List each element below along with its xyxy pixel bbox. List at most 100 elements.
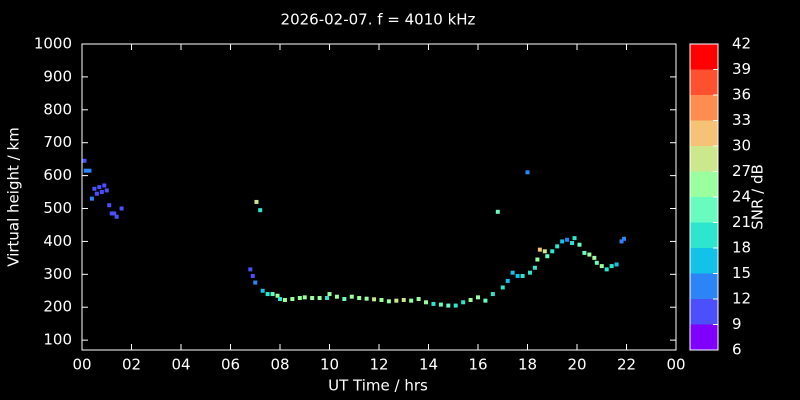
colorbar-tick-label: 18	[732, 239, 751, 257]
point	[317, 296, 322, 301]
x-tick-label: 04	[171, 356, 190, 374]
plot-frame	[81, 43, 677, 351]
point	[265, 292, 270, 297]
colorbar-tick-label: 39	[732, 60, 751, 78]
colorbar-band	[690, 95, 718, 121]
x-tick-label: 08	[270, 356, 289, 374]
colorbar-tick-label: 15	[732, 264, 751, 282]
point	[334, 294, 339, 299]
point	[386, 299, 391, 304]
point	[537, 247, 542, 252]
colorbar-band	[690, 273, 718, 299]
x-tick-label: 06	[221, 356, 240, 374]
point	[275, 293, 280, 298]
point	[560, 239, 565, 244]
colorbar-band	[690, 248, 718, 274]
x-tick-label: 16	[468, 356, 487, 374]
point	[416, 297, 421, 301]
point	[572, 236, 577, 241]
y-tick-label: 800	[43, 100, 72, 118]
point	[87, 168, 92, 173]
colorbar-tick-label: 9	[732, 315, 742, 333]
point	[461, 300, 466, 305]
point	[290, 297, 295, 301]
point	[302, 295, 307, 300]
point	[109, 211, 114, 216]
colorbar-band	[690, 222, 718, 248]
colorbar-tick-label: 27	[732, 162, 751, 180]
point	[604, 267, 609, 272]
point	[505, 278, 510, 283]
point	[565, 237, 570, 242]
point	[446, 303, 451, 308]
point	[587, 252, 592, 257]
point	[431, 301, 436, 306]
point	[619, 239, 624, 244]
colorbar-band	[690, 120, 718, 146]
point	[515, 273, 520, 278]
x-tick-label: 20	[567, 356, 586, 374]
y-tick-label: 400	[43, 232, 72, 250]
point	[327, 292, 332, 297]
colorbar-band	[690, 146, 718, 172]
colorbar-band	[690, 324, 718, 350]
point	[248, 267, 253, 272]
point	[577, 242, 582, 247]
x-tick-label: 02	[122, 356, 141, 374]
point	[500, 285, 505, 290]
point	[614, 262, 619, 267]
point	[527, 270, 532, 275]
point	[424, 300, 429, 305]
x-tick-label: 22	[617, 356, 636, 374]
y-tick-label: 500	[43, 199, 72, 217]
colorbar-band	[690, 69, 718, 95]
point	[532, 265, 537, 270]
y-tick-label: 900	[43, 67, 72, 85]
point	[510, 270, 515, 275]
colorbar-tick-label: 30	[732, 137, 751, 155]
point	[119, 206, 124, 211]
colorbar-tick-label: 24	[732, 188, 751, 206]
x-axis-label: UT Time / hrs	[328, 377, 428, 395]
point	[476, 295, 480, 300]
point	[570, 241, 575, 246]
point	[258, 208, 263, 213]
point	[592, 255, 597, 260]
colorbar-label: SNR / dB	[749, 164, 767, 230]
x-tick-label: 10	[320, 356, 339, 374]
colorbar-band	[690, 197, 718, 223]
point	[250, 273, 255, 278]
point	[94, 191, 99, 196]
x-tick-label: 00	[72, 356, 91, 374]
point	[278, 297, 282, 301]
point	[525, 170, 530, 175]
point	[270, 292, 275, 297]
point	[535, 257, 540, 262]
point	[97, 185, 102, 190]
colorbar-tick-label: 42	[732, 35, 751, 53]
colorbar-tick-label: 33	[732, 111, 751, 129]
point	[582, 250, 587, 255]
colorbar-tick-label: 36	[732, 86, 751, 104]
y-tick-label: 600	[43, 166, 72, 184]
point	[253, 280, 258, 285]
point	[622, 236, 627, 241]
point	[342, 297, 347, 301]
point	[112, 211, 117, 216]
point	[104, 188, 109, 193]
point	[92, 186, 97, 191]
x-tick-label: 18	[518, 356, 537, 374]
point	[438, 302, 443, 307]
colorbar-band	[690, 171, 718, 197]
colorbar-tick-label: 6	[732, 341, 742, 359]
chart-title: 2026-02-07. f = 4010 kHz	[281, 11, 476, 29]
point	[609, 264, 614, 269]
point	[594, 260, 599, 265]
point	[254, 199, 259, 204]
colorbar-tick-label: 21	[732, 213, 751, 231]
point	[325, 296, 330, 301]
point	[82, 158, 87, 163]
point	[114, 214, 119, 219]
point	[379, 297, 384, 302]
